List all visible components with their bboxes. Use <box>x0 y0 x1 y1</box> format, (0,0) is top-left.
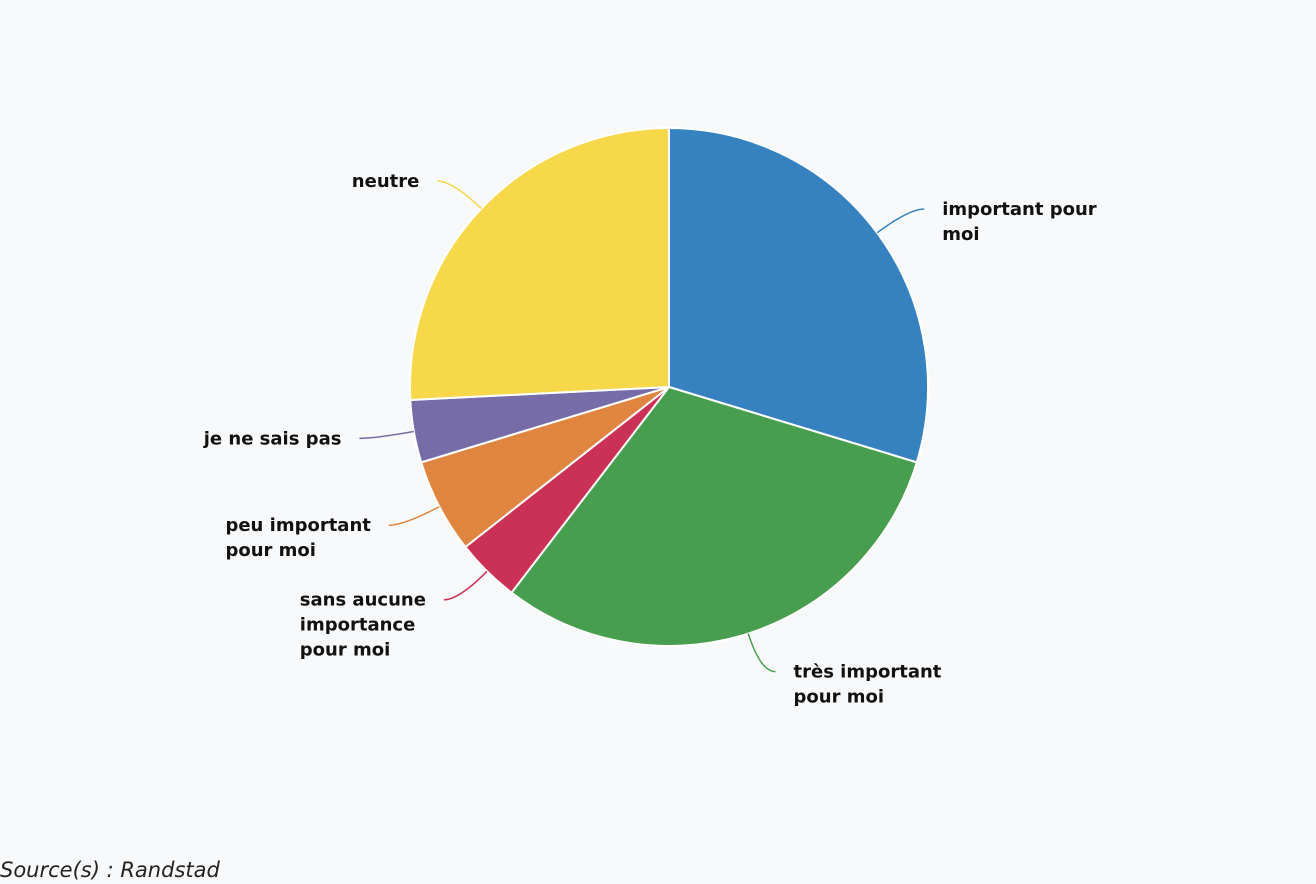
leader-line <box>437 180 482 210</box>
slice-label: je ne sais pas <box>203 428 342 449</box>
slice-label: sans aucune importance pour moi <box>300 590 426 661</box>
pie-slice <box>668 126 929 464</box>
slice-label: neutre <box>352 171 420 192</box>
slice-label: très important pour moi <box>794 662 942 708</box>
leader-line <box>359 430 414 440</box>
leader-line <box>388 506 440 526</box>
leader-line <box>876 208 925 234</box>
slice-label: important pour moi <box>942 199 1097 245</box>
slice-label: peu important pour moi <box>225 515 371 561</box>
leader-line <box>747 633 776 673</box>
pie-slice <box>510 385 919 647</box>
source: Source(s) : Randstad <box>0 858 220 882</box>
leader-line <box>443 570 488 601</box>
